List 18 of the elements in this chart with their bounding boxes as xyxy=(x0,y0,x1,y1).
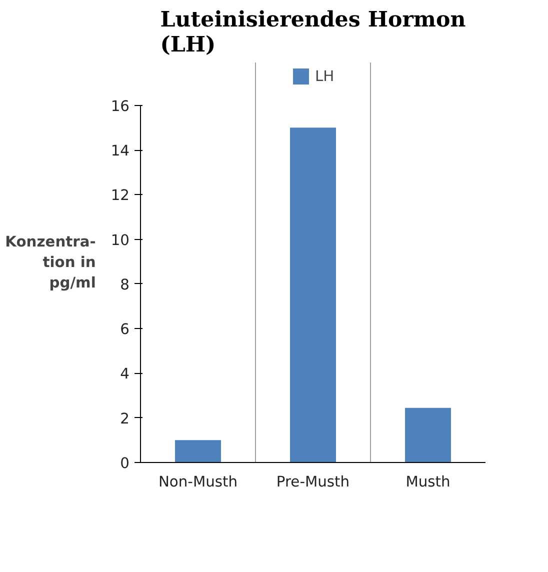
y-tick-label: 16 xyxy=(110,98,130,115)
x-tick-label: Musth xyxy=(406,474,450,490)
bar xyxy=(175,440,221,462)
y-tick-label: 4 xyxy=(120,366,130,383)
y-axis-title: Konzentra- tion in pg/ml xyxy=(5,234,96,292)
legend-label: LH xyxy=(315,68,335,84)
y-tick-label: 2 xyxy=(120,410,130,428)
y-tick-label: 14 xyxy=(110,142,130,160)
chart-title: Luteinisierendes Hormon (LH) xyxy=(160,8,466,58)
x-tick-label: Pre-Musth xyxy=(276,474,350,490)
y-tick-label: 8 xyxy=(120,276,130,294)
x-tick-label: Non-Musth xyxy=(158,474,238,490)
y-tick-label: 6 xyxy=(120,321,130,338)
bar xyxy=(405,408,451,462)
y-tick-label: 0 xyxy=(120,455,130,472)
y-tick-label: 12 xyxy=(110,187,130,204)
y-tick-label: 10 xyxy=(110,232,130,249)
bar xyxy=(290,128,336,462)
